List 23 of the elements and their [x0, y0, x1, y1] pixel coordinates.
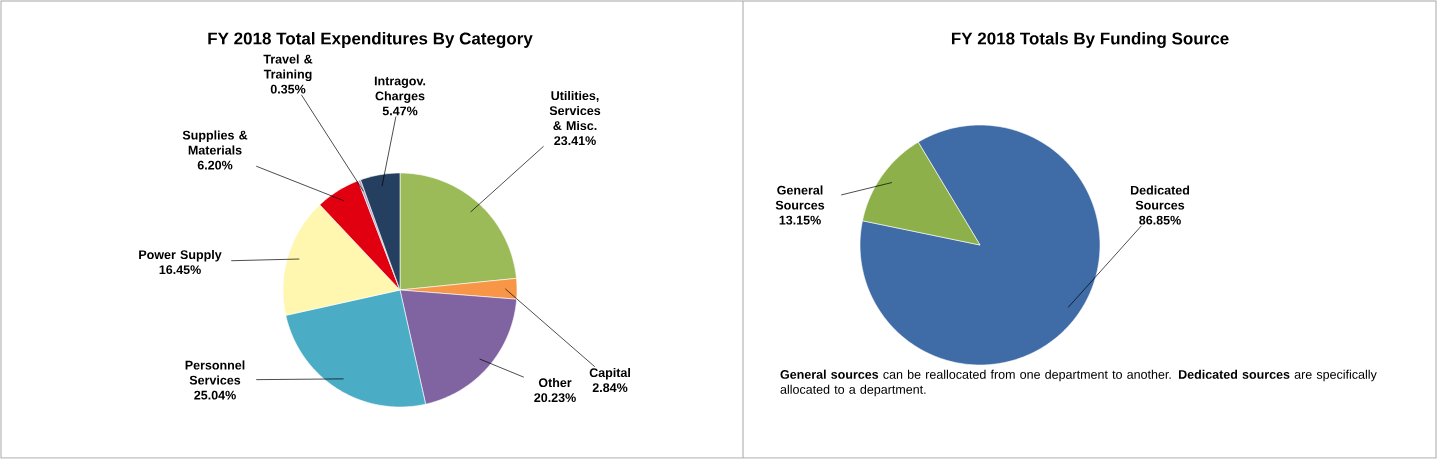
data-label: 6.20% [197, 160, 233, 170]
slice-label: Utilities, Services & Misc. [549, 90, 601, 131]
data-label: 86.85% [1139, 215, 1181, 225]
data-label: 2.84% [592, 383, 628, 393]
chart-title: FY 2018 Totals By Funding Source [951, 32, 1229, 48]
chart-title: FY 2018 Total Expenditures By Category [208, 32, 533, 48]
data-label: 23.41% [554, 136, 596, 146]
slice-label: Travel & Training [263, 54, 313, 82]
slice-label: Other [538, 377, 572, 388]
data-label: 20.23% [534, 393, 576, 403]
slice-label: Power Supply [139, 249, 222, 262]
slice-label: General Sources [775, 185, 825, 210]
data-label: 25.04% [194, 390, 236, 400]
slice-label: Supplies & Materials [182, 130, 248, 155]
slice-label: Personnel Services [185, 360, 245, 385]
data-label: 13.15% [779, 215, 821, 225]
data-label: 5.47% [382, 106, 418, 116]
data-label: 0.35% [270, 84, 306, 94]
slice-label: Intragov. Charges [374, 76, 426, 103]
slice-label: Dedicated Sources [1130, 185, 1190, 210]
text: General sources can be reallocated from one department to another. Dedicated sources are specifically allocated to a department. [780, 369, 1377, 397]
slice-label: Capital [589, 367, 630, 380]
data-label: 16.45% [159, 265, 201, 275]
